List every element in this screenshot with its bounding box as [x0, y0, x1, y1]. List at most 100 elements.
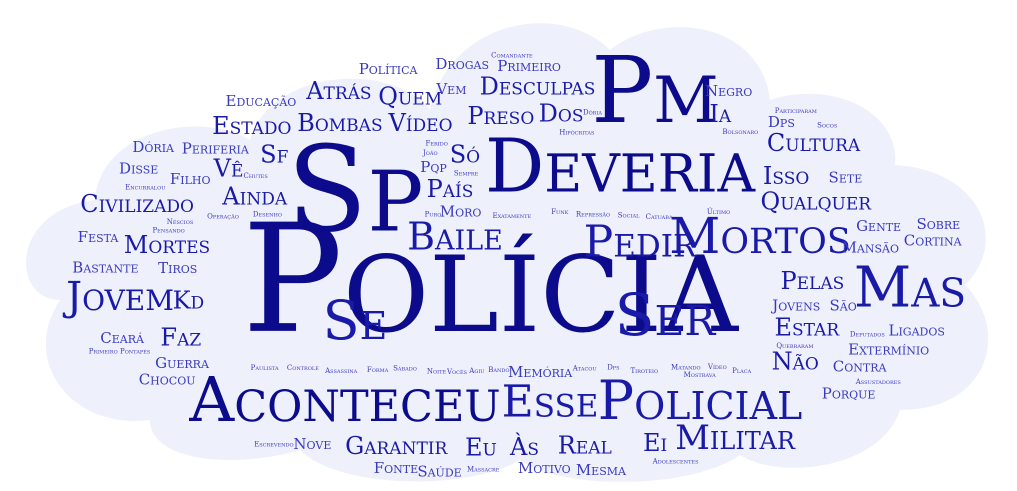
- cloud-word: Assassina: [324, 367, 358, 375]
- cloud-word: Política: [359, 60, 419, 78]
- cloud-word: Comandante: [491, 51, 533, 59]
- cloud-word: Noite: [427, 368, 447, 376]
- cloud-word: Chutes: [244, 172, 269, 180]
- cloud-word: Dória: [132, 138, 175, 156]
- cloud-word: Nove: [293, 435, 331, 453]
- cloud-word: Exatamente: [492, 212, 531, 220]
- cloud-word: Atrás: [305, 77, 371, 105]
- cloud-word: Vê: [213, 155, 244, 183]
- cloud-word: Mas: [854, 256, 966, 321]
- cloud-word: Quebraram: [776, 342, 813, 350]
- cloud-word: Quem: [378, 82, 442, 110]
- cloud-word: Memória: [508, 363, 573, 381]
- cloud-word: Policial: [598, 369, 803, 432]
- cloud-word: Jovens: [770, 297, 820, 315]
- cloud-word: Dps: [768, 113, 795, 131]
- cloud-word: Desenho: [253, 211, 282, 219]
- cloud-word: Porque: [822, 384, 876, 402]
- cloud-word: Pedir: [584, 217, 698, 268]
- cloud-word: Estado: [212, 112, 291, 140]
- cloud-word: País: [427, 175, 474, 203]
- cloud-word: Catuaba: [646, 213, 673, 221]
- cloud-word: Primeiro Pontapés: [89, 347, 151, 355]
- cloud-word: Real: [558, 432, 612, 460]
- cloud-word: Primeiro: [497, 57, 561, 75]
- cloud-word: Social: [618, 212, 640, 220]
- cloud-word: Baile: [407, 215, 503, 259]
- cloud-word: Jovem: [62, 274, 174, 320]
- cloud-word: Se: [323, 289, 388, 352]
- cloud-word: Esse: [502, 377, 599, 428]
- cloud-word: Chocou: [139, 371, 196, 389]
- cloud-word: Civilizado: [80, 190, 194, 218]
- cloud-word: Bastante: [72, 259, 138, 277]
- cloud-word: Cultura: [767, 129, 861, 157]
- cloud-word: Mesma: [576, 461, 627, 479]
- cloud-word: Contra: [833, 358, 888, 376]
- cloud-word: Pelas: [781, 267, 845, 295]
- cloud-word: Ei: [643, 429, 667, 457]
- cloud-word: Mortos: [669, 207, 851, 265]
- cloud-word: Ia: [709, 100, 731, 128]
- cloud-word: Qualquer: [761, 188, 873, 216]
- cloud-word: Negro: [705, 82, 752, 100]
- cloud-word: Deputados: [850, 331, 886, 339]
- cloud-word: Ceará: [100, 329, 145, 347]
- cloud-word: Preso: [467, 102, 534, 130]
- cloud-word: Bando: [488, 366, 509, 374]
- cloud-word: Forma: [367, 366, 389, 374]
- cloud-word: Gente: [856, 217, 901, 235]
- cloud-word: Adolescentes: [652, 458, 699, 466]
- cloud-word: Fonte: [374, 459, 418, 477]
- cloud-word: Estar: [774, 314, 840, 342]
- cloud-word: Tiroteio: [631, 367, 659, 375]
- cloud-word: Só: [450, 140, 480, 168]
- cloud-word: Filho: [170, 170, 211, 188]
- cloud-word: Escrevendo: [254, 441, 294, 449]
- cloud-word: Garantir: [345, 432, 448, 460]
- cloud-word: Pensando: [152, 226, 184, 234]
- cloud-word: Bombas: [297, 109, 382, 137]
- cloud-word: Mansão: [842, 239, 899, 257]
- cloud-word: Pqp: [420, 158, 447, 176]
- cloud-word: Moro: [440, 203, 482, 221]
- cloud-word: Vídeo: [707, 363, 727, 371]
- cloud-word: Drogas: [435, 55, 489, 73]
- cloud-word: Às: [509, 432, 539, 461]
- cloud-word: Ferido: [426, 139, 448, 147]
- cloud-word: Paulista: [251, 364, 279, 372]
- cloud-word: Socos: [817, 122, 838, 130]
- cloud-word: Disse: [119, 160, 158, 178]
- cloud-word: Massacre: [467, 466, 500, 474]
- cloud-shape: [26, 23, 989, 482]
- cloud-word: Matando: [671, 363, 701, 371]
- cloud-word: Isso: [763, 162, 809, 190]
- cloud-word: Operação: [207, 213, 239, 221]
- cloud-word: Mortes: [124, 231, 210, 259]
- cloud-word: Vídeo: [387, 109, 452, 137]
- cloud-word: Néscios: [167, 218, 194, 226]
- cloud-word: Controle: [287, 364, 319, 372]
- cloud-word: Polícia: [242, 193, 739, 367]
- cloud-word: São: [829, 297, 856, 315]
- cloud-word: Desculpas: [480, 73, 596, 101]
- cloud-word: Dps: [607, 363, 620, 371]
- cloud-word: Guerra: [155, 354, 210, 372]
- cloud-word: Faz: [160, 323, 201, 351]
- cloud-word: Dos: [539, 99, 584, 127]
- cloud-word: Saúde: [417, 463, 461, 481]
- cloud-word: Sábado: [393, 365, 417, 373]
- cloud-word: Pm: [591, 37, 718, 144]
- cloud-background: [26, 23, 989, 482]
- cloud-word: Sempre: [454, 170, 479, 178]
- cloud-word: Sete: [829, 169, 863, 187]
- cloud-word: João: [422, 149, 438, 157]
- cloud-word: Funk: [551, 208, 568, 216]
- cloud-word: Cortina: [904, 232, 963, 250]
- cloud-word: Sobre: [916, 215, 960, 233]
- cloud-word: Agiu: [468, 367, 484, 375]
- cloud-word: Extermínio: [848, 340, 929, 358]
- cloud-word: Kd: [173, 286, 205, 314]
